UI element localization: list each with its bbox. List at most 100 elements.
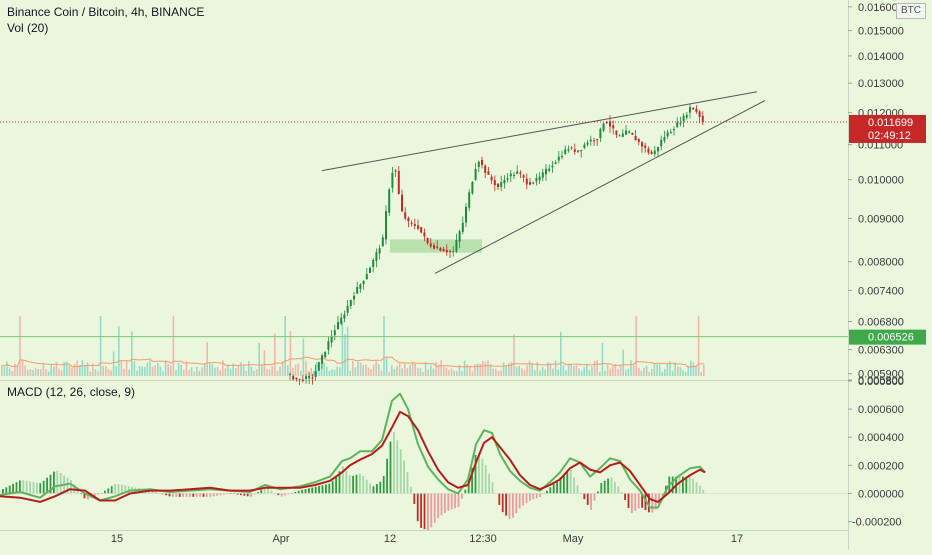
macd-histogram-bar	[236, 493, 239, 495]
volume-bar	[138, 366, 141, 376]
macd-histogram-bar	[93, 493, 96, 497]
volume-bar	[294, 364, 297, 376]
volume-bar	[214, 367, 216, 376]
volume-bar	[3, 366, 6, 376]
volume-bar	[141, 366, 143, 376]
candle-body	[589, 139, 592, 142]
candle-body	[596, 139, 599, 141]
volume-bar	[331, 369, 333, 376]
candle	[509, 170, 512, 183]
candle	[471, 181, 474, 195]
volume-bar	[666, 363, 669, 376]
volume-bar	[409, 365, 411, 376]
macd-histogram-bar	[342, 466, 344, 494]
candle	[465, 203, 467, 228]
candle-body	[506, 178, 509, 180]
candle	[401, 189, 403, 213]
macd-histogram-bar	[352, 475, 354, 494]
volume-bar	[123, 368, 125, 376]
currency-badge[interactable]: BTC	[896, 3, 926, 19]
macd-histogram-bar	[5, 487, 8, 494]
candle	[481, 156, 483, 169]
macd-histogram-bar	[600, 483, 603, 494]
macd-histogram-bar	[695, 482, 698, 494]
macd-histogram-bar	[423, 493, 426, 530]
candle-body	[653, 150, 656, 154]
candle	[634, 129, 637, 141]
volume-bar	[635, 316, 637, 376]
macd-histogram-bar	[345, 470, 348, 494]
candle-body	[692, 107, 695, 110]
volume-bar	[440, 360, 442, 376]
candle	[660, 135, 663, 151]
volume-bar	[671, 370, 674, 376]
volume-bar	[229, 368, 232, 376]
volume-bar	[508, 363, 510, 376]
volume-bar	[102, 366, 104, 376]
candle-body	[369, 267, 371, 273]
volume-bar	[289, 331, 292, 376]
candle	[468, 189, 471, 212]
price-tick-label: 0.014000	[858, 51, 904, 63]
candle	[615, 130, 618, 139]
candle-body	[359, 284, 362, 289]
volume-bar	[536, 362, 539, 376]
macd-histogram-bar	[508, 493, 511, 520]
macd-histogram-bar	[590, 493, 592, 510]
macd-histogram-bar	[444, 493, 446, 514]
candle	[452, 245, 455, 257]
volume-bar	[562, 365, 565, 376]
macd-histogram-bar	[607, 478, 609, 494]
candle-body	[317, 362, 320, 371]
volume-bar	[367, 367, 370, 376]
volume-bar	[552, 368, 554, 376]
candle	[532, 181, 535, 185]
volume-bar	[86, 362, 89, 376]
volume-bar	[336, 366, 338, 376]
candle-body	[605, 122, 608, 124]
volume-bar	[432, 368, 435, 376]
candle	[298, 378, 301, 386]
candle-body	[353, 295, 355, 300]
candle	[353, 291, 355, 305]
macd-histogram-bar	[76, 489, 79, 494]
candle-body	[321, 355, 323, 364]
volume-bar	[487, 360, 489, 376]
volume-bar	[560, 331, 562, 376]
macd-histogram-bar	[634, 493, 637, 511]
candle-body	[455, 240, 458, 252]
macd-histogram-bar	[692, 478, 694, 494]
candle-body	[449, 250, 451, 252]
candle-body	[410, 222, 413, 224]
volume-bar	[474, 364, 476, 376]
macd-histogram-bar	[192, 493, 195, 497]
volume-bar	[237, 365, 240, 376]
candle	[541, 168, 544, 182]
candle-body	[388, 189, 391, 213]
volume-bar	[180, 364, 182, 376]
volume-bar	[172, 316, 175, 376]
candle	[381, 234, 384, 247]
volume-bar	[575, 365, 578, 376]
macd-histogram-bar	[175, 493, 178, 497]
volume-bar	[292, 367, 294, 376]
volume-bar	[461, 371, 463, 376]
volume-ma-line	[1, 356, 704, 368]
volume-bar	[68, 365, 71, 376]
candle	[625, 124, 627, 135]
volume-bar	[274, 333, 276, 376]
macd-histogram-bar	[495, 493, 497, 495]
macd-histogram-bar	[246, 493, 249, 497]
candle	[593, 138, 595, 146]
candle	[455, 233, 458, 254]
macd-histogram-bar	[32, 482, 35, 494]
macd-histogram-bar	[488, 473, 490, 494]
volume-bar	[606, 364, 609, 376]
volume-bar	[638, 367, 640, 376]
volume-bar	[622, 349, 624, 376]
candle	[385, 205, 387, 245]
candle-body	[423, 232, 426, 237]
